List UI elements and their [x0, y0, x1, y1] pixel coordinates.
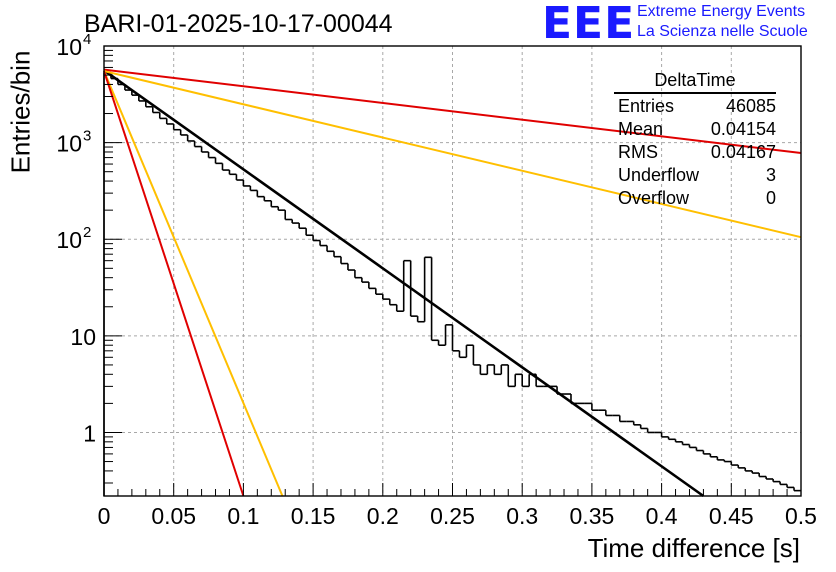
tick-labels: 0 0.05 0.1 0.15 0.2 0.25 0.3 0.35 0.4 0.45 0.510 41… [56, 31, 817, 529]
y-tick-label: 10 [56, 227, 82, 253]
stats-label: Underflow [618, 165, 700, 185]
stats-value: 0.04167 [710, 142, 776, 162]
stats-label: RMS [618, 142, 658, 162]
fit-line-tau-lower-slow [103, 70, 802, 239]
fit-line-tau-upper-slow [103, 68, 802, 155]
x-tick-label: 0.2 [367, 503, 399, 529]
x-tick-label: 0.35 [570, 503, 615, 529]
x-tick-label: 0.05 [151, 503, 196, 529]
run-title: BARI-01-2025-10-17-00044 [84, 10, 393, 38]
eee-logo: EEE [542, 0, 636, 49]
stats-row: Underflow 3 [614, 164, 776, 187]
stats-row: Entries 46085 [614, 95, 776, 118]
x-axis-label: Time difference [s] [587, 533, 800, 563]
stats-label: Entries [618, 96, 675, 116]
axis-ticks [103, 45, 802, 496]
x-tick-label: 0.25 [430, 503, 475, 529]
stats-value: 0 [765, 188, 776, 208]
fit-line-tau-upper-fast [103, 70, 284, 497]
x-tick-label: 0.5 [785, 503, 817, 529]
stats-value: 3 [765, 165, 776, 185]
x-tick-label: 0.45 [709, 503, 754, 529]
stats-value: 46085 [725, 96, 776, 116]
x-tick-label: 0.1 [227, 503, 259, 529]
fit-line-tau-lower-fast [103, 70, 245, 497]
y-axis-label: Entries/bin [5, 50, 36, 174]
logo-subtitle-1: Extreme Energy Events [637, 3, 806, 20]
y-tick-label: 10 [70, 324, 96, 350]
stats-row: RMS 0.04167 [614, 141, 776, 164]
stats-row: Overflow 0 [614, 187, 776, 210]
x-tick-label: 0.4 [646, 503, 678, 529]
x-tick-label: 0.15 [291, 503, 336, 529]
stats-row: Mean 0.04154 [614, 118, 776, 141]
y-tick-exponent: 4 [83, 31, 91, 48]
y-tick-label: 10 [56, 131, 82, 157]
y-tick-exponent: 2 [83, 224, 91, 241]
stats-title: DeltaTime [614, 70, 776, 94]
y-tick-exponent: 3 [83, 128, 91, 145]
stats-label: Mean [618, 119, 664, 139]
stats-label: Overflow [618, 188, 690, 208]
fit-lines [103, 68, 802, 498]
stats-value: 0.04154 [710, 119, 776, 139]
x-tick-label: 0.3 [506, 503, 538, 529]
y-tick-label: 1 [83, 420, 96, 446]
fit-line-fit [103, 69, 705, 498]
logo-subtitle-2: La Scienza nelle Scuole [637, 23, 808, 40]
stats-box: DeltaTime Entries 46085 Mean 0.04154 RMS 0.… [614, 70, 776, 210]
x-tick-label: 0 [98, 503, 111, 529]
y-tick-label: 10 [56, 34, 82, 60]
